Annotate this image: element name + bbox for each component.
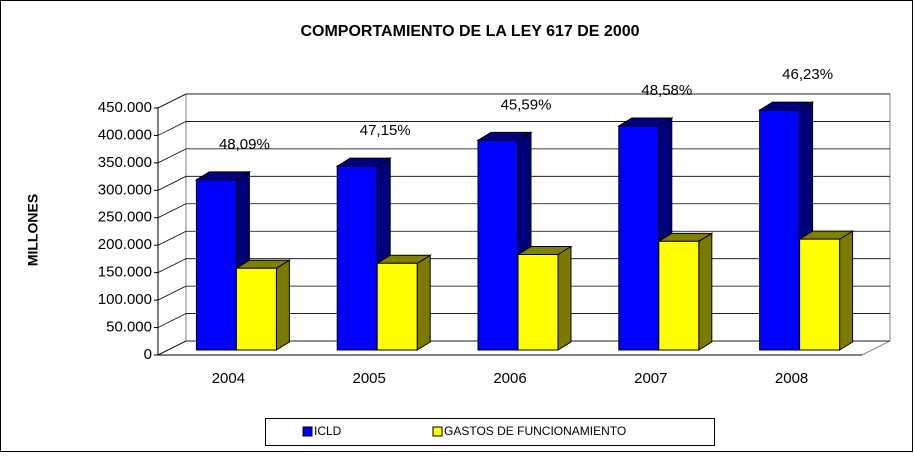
y-tick-label: 250.000 — [98, 209, 152, 226]
bar — [195, 179, 237, 351]
annotation: 45,59% — [501, 96, 552, 113]
bar — [799, 238, 841, 351]
y-axis-label: MILLONES — [25, 194, 41, 266]
legend-swatch — [302, 426, 313, 437]
y-tick-label: 400.000 — [98, 126, 152, 143]
legend — [265, 418, 715, 446]
x-tick-label: 2006 — [493, 370, 526, 387]
x-tick-label: 2004 — [212, 370, 245, 387]
bar — [759, 109, 801, 351]
bar-side — [557, 245, 572, 351]
y-tick-label: 450.000 — [98, 99, 152, 116]
legend-label: GASTOS DE FUNCIONAMIENTO — [444, 424, 626, 438]
y-tick-label: 100.000 — [98, 291, 152, 308]
x-tick-label: 2008 — [775, 370, 808, 387]
bar — [517, 253, 559, 351]
annotation: 46,23% — [782, 66, 833, 83]
y-tick-label: 50.000 — [106, 319, 152, 336]
y-tick-label: 0 — [144, 346, 152, 363]
legend-swatch — [432, 426, 443, 437]
legend-label: ICLD — [314, 424, 342, 438]
bar — [618, 125, 660, 351]
bar — [235, 267, 277, 351]
annotation: 48,58% — [641, 82, 692, 99]
chart-title: COMPORTAMIENTO DE LA LEY 617 DE 2000 — [300, 23, 639, 40]
bar-side — [839, 230, 854, 351]
y-tick-label: 350.000 — [98, 154, 152, 171]
y-tick-label: 150.000 — [98, 264, 152, 281]
grid-line — [157, 93, 890, 109]
bar-side — [275, 259, 290, 351]
bar — [477, 139, 519, 351]
y-tick-label: 200.000 — [98, 236, 152, 253]
y-tick-label: 300.000 — [98, 181, 152, 198]
bar-side — [698, 232, 713, 351]
bar — [336, 165, 378, 351]
bar — [376, 262, 418, 351]
bar — [658, 240, 700, 351]
x-tick-label: 2005 — [353, 370, 386, 387]
bar-side — [416, 254, 431, 351]
annotation: 47,15% — [360, 122, 411, 139]
x-tick-label: 2007 — [634, 370, 667, 387]
annotation: 48,09% — [219, 136, 270, 153]
